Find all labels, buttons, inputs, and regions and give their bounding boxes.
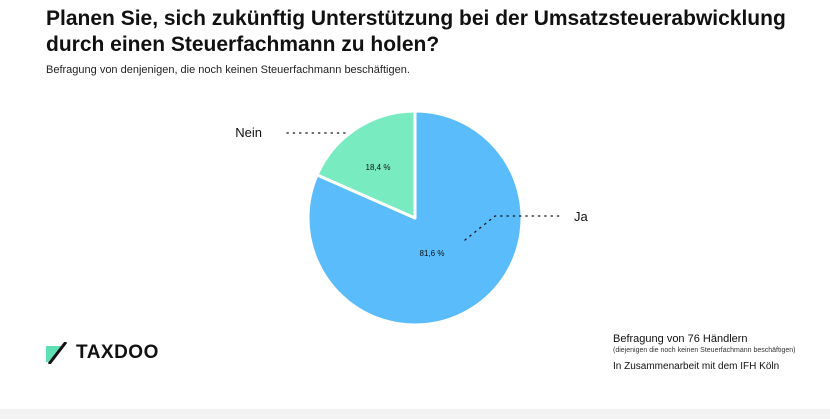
taxdoo-logo-icon — [46, 342, 68, 364]
source-credit: In Zusammenarbeit mit dem IFH Köln — [613, 361, 780, 372]
footer-strip — [0, 409, 830, 419]
source-note: Befragung von 76 Händlern (diejenigen di… — [613, 333, 823, 372]
chart-subtitle: Befragung von denjenigen, die noch keine… — [46, 64, 410, 76]
slice-label-ja: Ja — [574, 209, 589, 224]
pie-slice-nein — [315, 109, 417, 220]
slice-label-nein: Nein — [235, 125, 262, 140]
taxdoo-logo: TAXDOO — [46, 342, 159, 364]
chart-title: Planen Sie, sich zukünftig Unterstützung… — [46, 7, 786, 56]
leader-line-ja — [464, 215, 561, 241]
source-main: Befragung von 76 Händlern — [613, 333, 748, 345]
slice-value-ja: 81,6 % — [420, 249, 445, 258]
slice-value-nein: 18,4 % — [366, 163, 391, 172]
source-footnote: (diejenigen die noch keinen Steuerfachma… — [613, 347, 796, 354]
logo-wordmark: TAXDOO — [76, 342, 159, 363]
